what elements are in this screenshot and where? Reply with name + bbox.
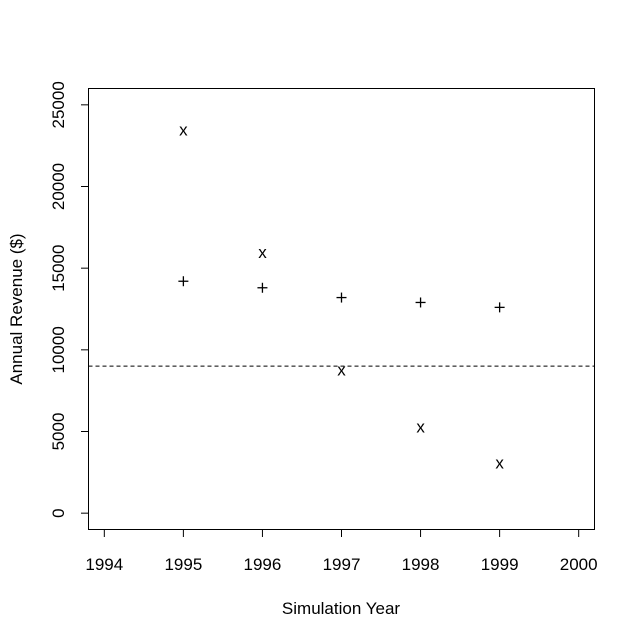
y-tick-label: 25000: [49, 81, 68, 128]
y-tick-label: 0: [49, 508, 68, 517]
plus-marker: [336, 292, 347, 303]
y-axis-label: Annual Revenue ($): [7, 233, 26, 384]
x-marker: x: [179, 120, 188, 139]
x-tick-label: 1998: [402, 555, 440, 574]
x-tick-label: 1995: [164, 555, 202, 574]
plus-marker: [494, 302, 505, 313]
x-tick-label: 2000: [560, 555, 598, 574]
x-axis-label: Simulation Year: [282, 599, 400, 618]
plus-marker: [178, 276, 189, 287]
x-axis: 1994 1995 1996 1997 1998 1999 2000: [85, 529, 598, 574]
x-tick-label: 1997: [323, 555, 361, 574]
x-marker: x: [258, 243, 267, 262]
y-tick-label: 10000: [49, 326, 68, 373]
x-marker: x: [416, 418, 425, 437]
plus-marker: [415, 297, 426, 308]
x-tick-label: 1994: [85, 555, 123, 574]
y-axis: 0 5000 10000 15000 20000 25000: [49, 81, 89, 518]
x-tick-label: 1999: [481, 555, 519, 574]
x-marker: x: [337, 360, 346, 379]
y-tick-label: 20000: [49, 163, 68, 210]
y-tick-label: 5000: [49, 413, 68, 451]
plot-frame: [88, 88, 595, 530]
x-marker: x: [495, 454, 504, 473]
plus-marker: [257, 282, 268, 293]
data-points: x x x x x: [178, 120, 505, 473]
y-tick-label: 15000: [49, 245, 68, 292]
x-tick-label: 1996: [244, 555, 282, 574]
